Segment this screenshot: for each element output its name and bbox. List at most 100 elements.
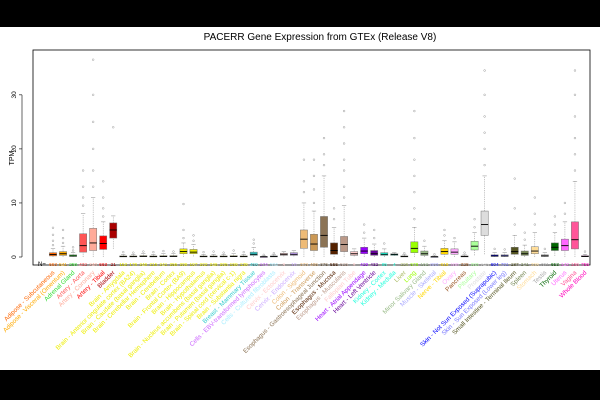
sample-count: 246 — [139, 262, 147, 268]
iqr-box — [189, 249, 198, 255]
outlier-point — [533, 223, 536, 226]
sample-count: 241 — [159, 262, 167, 268]
sample-count: 619 — [440, 262, 448, 268]
box-13 — [169, 250, 178, 257]
sample-count: 258 — [69, 262, 77, 268]
outlier-point — [71, 249, 75, 252]
sample-count: 205 — [220, 262, 228, 268]
outlier-point — [322, 136, 326, 140]
iqr-box — [480, 210, 489, 236]
box-31 — [350, 248, 358, 257]
box-9 — [129, 251, 138, 258]
outlier-point — [483, 69, 486, 72]
outlier-point — [342, 158, 346, 161]
outlier-point — [322, 153, 326, 156]
outlier-point — [302, 190, 306, 194]
outlier-point — [102, 180, 105, 183]
chart-title: PACERR Gene Expression from GTEx (Releas… — [204, 32, 437, 43]
outlier-point — [373, 236, 376, 240]
outlier-point — [182, 202, 185, 206]
iqr-box — [320, 216, 328, 248]
box-50 — [540, 247, 549, 257]
outlier-point — [102, 215, 105, 218]
outlier-point — [262, 253, 265, 256]
outlier-point — [523, 238, 526, 241]
outlier-point — [463, 251, 466, 254]
chart-canvas: PACERR Gene Expression from GTEx (Releas… — [0, 27, 600, 370]
outlier-point — [373, 228, 376, 232]
iqr-box — [530, 246, 539, 255]
outlier-point — [553, 223, 557, 226]
iqr-box — [520, 250, 529, 256]
iqr-box — [330, 242, 338, 255]
outlier-point — [563, 201, 567, 205]
sample-count: 85 — [382, 262, 388, 268]
outlier-point — [513, 223, 516, 226]
y-tick-label: 0 — [11, 255, 18, 259]
n-label: N= — [38, 262, 46, 268]
iqr-box — [310, 234, 318, 251]
y-tick-label: 10 — [11, 199, 18, 207]
sample-count: 373 — [300, 262, 308, 268]
outlier-point — [312, 188, 316, 191]
box-51 — [551, 215, 559, 256]
sample-count: 4 — [393, 262, 396, 268]
box-20 — [239, 250, 248, 258]
sample-count: 406 — [310, 262, 318, 268]
outlier-point — [92, 169, 95, 172]
box-35 — [390, 252, 399, 256]
outlier-point — [583, 250, 587, 253]
outlier-point — [92, 185, 95, 188]
outlier-point — [182, 228, 185, 232]
outlier-point — [553, 215, 557, 218]
sample-count: 187 — [511, 262, 519, 268]
outlier-point — [483, 115, 486, 118]
outlier-point — [202, 250, 205, 254]
box-14 — [179, 202, 188, 257]
box-44 — [480, 69, 489, 255]
y-tick-label: 30 — [11, 91, 18, 99]
iqr-box — [450, 248, 459, 255]
box-41 — [450, 236, 459, 257]
sample-count: 10 — [291, 262, 297, 268]
sample-count: 432 — [370, 262, 378, 268]
outlier-point — [92, 58, 95, 61]
box-15 — [189, 234, 198, 257]
sample-count: 653 — [551, 262, 559, 268]
outlier-point — [453, 236, 456, 240]
plot-frame — [32, 49, 591, 266]
outlier-point — [563, 212, 567, 215]
boxes-group — [49, 58, 589, 258]
iqr-box — [571, 221, 579, 250]
outlier-point — [342, 126, 346, 129]
outlier-point — [102, 207, 105, 210]
outlier-point — [81, 169, 85, 172]
tissue-label: Adipose - Visceral (Omentum) — [2, 269, 67, 334]
iqr-box — [410, 241, 419, 253]
sample-count: 432 — [79, 262, 87, 268]
sample-count: 541 — [59, 262, 67, 268]
outlier-point — [51, 226, 55, 229]
outlier-point — [513, 177, 516, 180]
boxplot-chart: PACERR Gene Expression from GTEx (Releas… — [2, 32, 591, 359]
box-7 — [109, 126, 118, 249]
outlier-point — [573, 153, 577, 156]
sample-counts-group: 663 541 258 432 240 663 21 152 176 246 215 241 255 20… — [49, 262, 589, 268]
outlier-point — [92, 93, 95, 96]
box-39 — [430, 253, 439, 258]
outlier-point — [342, 169, 346, 172]
outlier-point — [81, 204, 85, 207]
box-46 — [500, 248, 509, 257]
iqr-box — [109, 222, 118, 239]
iqr-box — [370, 250, 379, 256]
sample-count: 328 — [461, 262, 469, 268]
sample-count: 246 — [210, 262, 218, 268]
outlier-point — [533, 212, 536, 215]
outlier-point — [51, 243, 55, 247]
sample-count: 459 — [250, 262, 258, 268]
box-22 — [259, 253, 268, 258]
box-24 — [280, 251, 288, 257]
sample-count: 21 — [111, 262, 117, 268]
outlier-point — [122, 250, 125, 254]
sample-count: 9 — [353, 262, 356, 268]
